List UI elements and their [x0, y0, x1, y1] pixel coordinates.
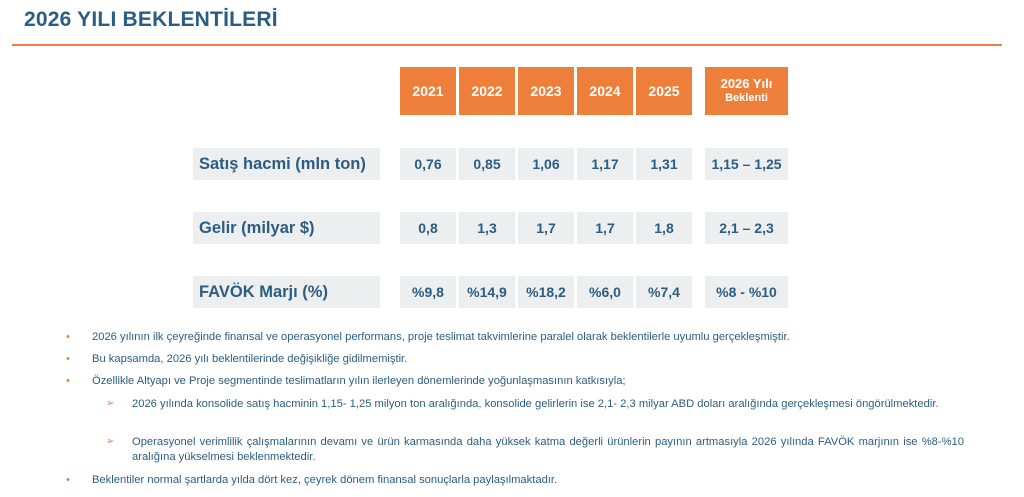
table-cell: 1,8 — [636, 212, 692, 244]
list-item: • Beklentiler normal şartlarda yılda dör… — [66, 474, 557, 486]
table-cell: %7,4 — [636, 276, 692, 308]
sub-list-item: ➢ Operasyonel verimlilik çalışmalarının … — [106, 435, 964, 465]
table-cell: 0,76 — [400, 148, 456, 180]
header-year-2021: 2021 — [400, 67, 456, 115]
header-year-2022: 2022 — [459, 67, 515, 115]
list-item: • Bu kapsamda, 2026 yılı beklentilerinde… — [66, 353, 407, 365]
list-item-text: 2026 yılının ilk çeyreğinde finansal ve … — [92, 331, 790, 343]
table-cell: 1,7 — [518, 212, 574, 244]
header-year-2024: 2024 — [577, 67, 633, 115]
arrow-bullet-icon: ➢ — [106, 398, 115, 409]
table-cell-expectation: 1,15 – 1,25 — [705, 148, 788, 180]
table-cell: %18,2 — [518, 276, 574, 308]
bullet-dot-icon: • — [66, 474, 70, 486]
sub-list-item-text: Operasyonel verimlilik çalışmalarının de… — [132, 436, 964, 463]
table-cell: 1,3 — [459, 212, 515, 244]
table-cell: 1,31 — [636, 148, 692, 180]
table-cell: %14,9 — [459, 276, 515, 308]
list-item: • 2026 yılının ilk çeyreğinde finansal v… — [66, 331, 790, 343]
row-label-revenue: Gelir (milyar $) — [193, 212, 380, 244]
table-cell: 0,85 — [459, 148, 515, 180]
list-item-text: Özellikle Altyapı ve Proje segmentinde t… — [92, 375, 626, 387]
list-item: • Özellikle Altyapı ve Proje segmentinde… — [66, 375, 626, 387]
sub-list-item: ➢ 2026 yılında konsolide satış hacminin … — [106, 397, 964, 412]
title-divider — [12, 44, 1002, 46]
row-label-sales-volume: Satış hacmi (mln ton) — [193, 148, 380, 180]
table-cell-expectation: 2,1 – 2,3 — [705, 212, 788, 244]
table-cell: 0,8 — [400, 212, 456, 244]
header-year-2023: 2023 — [518, 67, 574, 115]
list-item-text: Bu kapsamda, 2026 yılı beklentilerinde d… — [92, 353, 408, 365]
table-cell-expectation: %8 - %10 — [705, 276, 788, 308]
header-expectation-line2: Beklenti — [725, 92, 768, 104]
bullet-dot-icon: • — [66, 353, 70, 365]
table-cell: 1,7 — [577, 212, 633, 244]
header-expectation-line1: 2026 Yılı — [720, 76, 773, 91]
bullet-dot-icon: • — [66, 331, 70, 343]
header-year-2025: 2025 — [636, 67, 692, 115]
sub-list-item-text: 2026 yılında konsolide satış hacminin 1,… — [132, 398, 939, 410]
table-cell: %6,0 — [577, 276, 633, 308]
table-cell: %9,8 — [400, 276, 456, 308]
header-expectation: 2026 Yılı Beklenti — [705, 67, 788, 115]
row-label-ebitda-margin: FAVÖK Marjı (%) — [193, 276, 380, 308]
list-item-text: Beklentiler normal şartlarda yılda dört … — [92, 474, 558, 486]
table-cell: 1,06 — [518, 148, 574, 180]
arrow-bullet-icon: ➢ — [106, 436, 115, 447]
table-cell: 1,17 — [577, 148, 633, 180]
page-title: 2026 YILI BEKLENTİLERİ — [24, 8, 278, 31]
bullet-dot-icon: • — [66, 375, 70, 387]
